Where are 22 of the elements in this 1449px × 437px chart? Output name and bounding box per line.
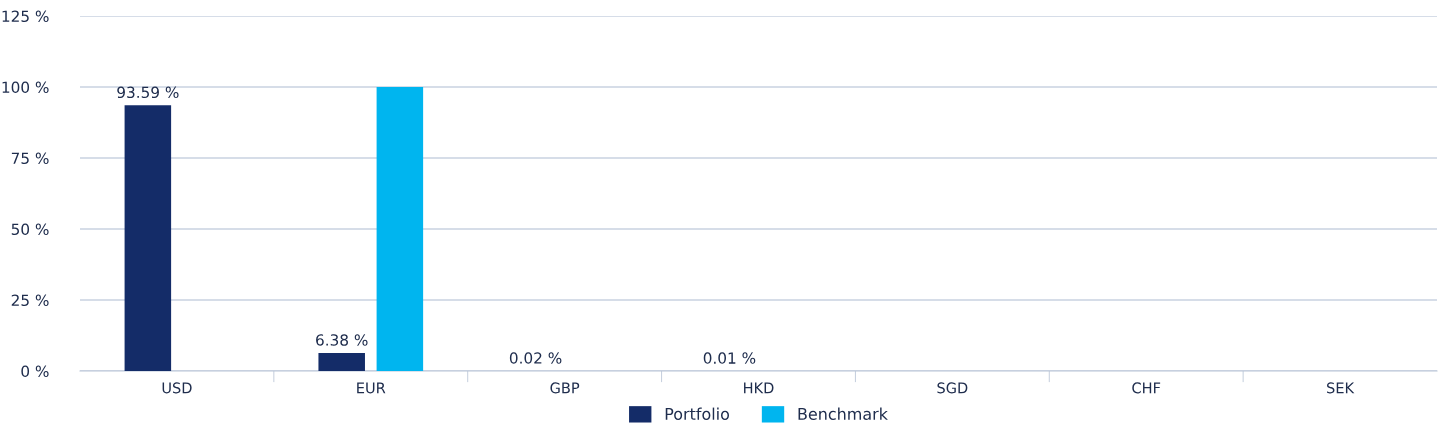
x-tick-label: USD — [162, 382, 192, 394]
y-tick-label: 50 % — [11, 223, 49, 236]
bar — [376, 87, 424, 371]
x-tick-label: EUR — [357, 382, 386, 394]
data-label: 0.01 % — [703, 352, 756, 364]
x-tick-label: SEK — [1327, 382, 1355, 394]
y-tick-label: 25 % — [11, 294, 49, 307]
y-tick-label: 100 % — [2, 81, 49, 94]
data-label: 0.02 % — [509, 352, 562, 364]
y-tick-label: 0 % — [21, 365, 49, 378]
bar — [124, 105, 172, 371]
bar — [318, 352, 365, 371]
x-tick-label: HKD — [744, 382, 774, 394]
legend-label: Portfolio — [665, 407, 730, 420]
x-tick-label: SGD — [937, 382, 968, 394]
data-label: 6.38 % — [316, 334, 368, 346]
y-tick-label: 75 % — [11, 152, 49, 165]
y-tick-label: 125 % — [2, 10, 49, 23]
x-tick-label: CHF — [1132, 382, 1161, 394]
x-tick-label: GBP — [550, 382, 580, 394]
legend-label: Benchmark — [798, 407, 888, 420]
data-label: 93.59 % — [117, 86, 179, 99]
